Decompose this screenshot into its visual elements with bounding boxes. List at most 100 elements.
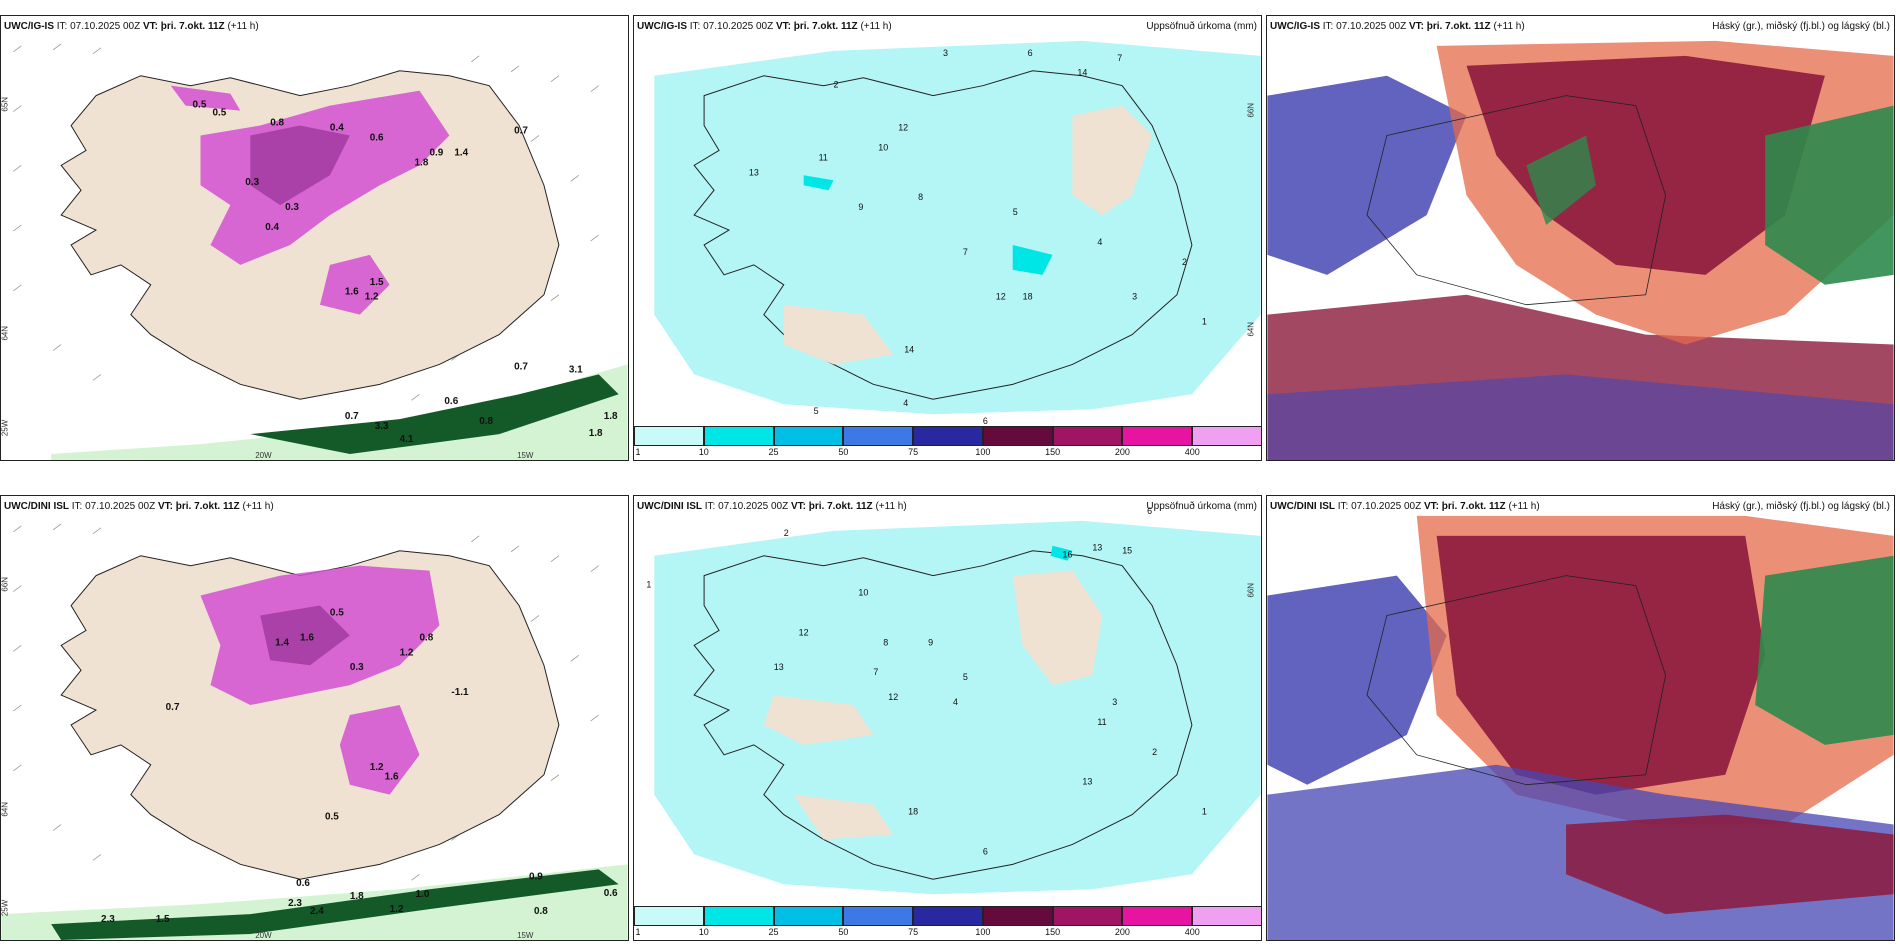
svg-text:11: 11 [819, 152, 828, 162]
colorbar-cell [982, 426, 1053, 446]
svg-text:6: 6 [983, 846, 988, 856]
panel-subtitle: Uppsöfnuð úrkoma (mm) [1146, 501, 1257, 512]
svg-text:0.6: 0.6 [444, 396, 458, 407]
svg-text:0.9: 0.9 [429, 147, 443, 158]
svg-text:0.3: 0.3 [245, 177, 259, 188]
svg-text:14: 14 [904, 344, 914, 354]
svg-text:66N: 66N [1, 577, 9, 592]
svg-text:6: 6 [1028, 48, 1033, 58]
svg-text:5: 5 [963, 672, 968, 682]
panel-precip-dini: UWC/DINI ISL IT: 07.10.2025 00Z VT: þri.… [633, 495, 1262, 941]
panel-clouds-dini: UWC/DINI ISL IT: 07.10.2025 00Z VT: þri.… [1266, 495, 1895, 941]
svg-text:5: 5 [814, 406, 819, 416]
panel-title: UWC/IG-IS IT: 07.10.2025 00Z VT: þri. 7.… [4, 21, 259, 32]
colorbar-tick: 75 [908, 927, 919, 937]
svg-text:1.4: 1.4 [454, 147, 468, 158]
svg-text:64N: 64N [1247, 322, 1256, 337]
colorbar-cell [1052, 906, 1123, 926]
panel-wind-dini: UWC/DINI ISL IT: 07.10.2025 00Z VT: þri.… [0, 495, 629, 941]
svg-text:14: 14 [1077, 68, 1087, 78]
svg-text:4: 4 [1097, 237, 1102, 247]
svg-text:1.8: 1.8 [415, 157, 429, 168]
panel-precip-igis: UWC/IG-IS IT: 07.10.2025 00Z VT: þri. 7.… [633, 15, 1262, 461]
cloud-map [1267, 16, 1894, 460]
colorbar-cell [982, 906, 1053, 926]
precip-colorbar: 1 10 25 50 75 100 150 200 400 [634, 426, 1261, 460]
svg-text:1.8: 1.8 [604, 411, 618, 422]
svg-text:7: 7 [1117, 53, 1122, 63]
colorbar-tick: 200 [1114, 927, 1130, 937]
svg-text:4.1: 4.1 [400, 434, 414, 445]
svg-text:2: 2 [834, 80, 839, 90]
svg-text:20W: 20W [255, 451, 272, 460]
colorbar-tick: 50 [838, 927, 849, 937]
svg-text:25W: 25W [1, 899, 9, 916]
svg-text:6: 6 [983, 416, 988, 426]
svg-text:1: 1 [646, 580, 651, 590]
svg-text:1.4: 1.4 [275, 637, 289, 648]
panel-title: UWC/IG-IS IT: 07.10.2025 00Z VT: þri. 7.… [1270, 21, 1525, 32]
colorbar-tick: 1 [635, 927, 641, 937]
colorbar-tick: 50 [838, 447, 849, 457]
colorbar-cell [773, 426, 844, 446]
svg-text:11: 11 [1097, 717, 1106, 727]
precip-map: 3 6 14 7 2 12 13 11 10 9 8 7 5 4 3 2 1 1… [654, 40, 1261, 426]
svg-text:-1.1: -1.1 [451, 687, 469, 698]
colorbar-tick: 400 [1184, 447, 1200, 457]
svg-text:18: 18 [1023, 292, 1033, 302]
svg-text:66N: 66N [1247, 103, 1256, 118]
wind-map: 0.7 1.4 1.6 0.5 0.3 1.2 0.8 -1.1 1.2 1.6… [1, 523, 628, 940]
svg-text:0.3: 0.3 [285, 202, 299, 213]
svg-text:9: 9 [928, 637, 933, 647]
svg-text:3.3: 3.3 [375, 421, 389, 432]
svg-text:0.7: 0.7 [345, 411, 359, 422]
svg-text:0.5: 0.5 [330, 607, 344, 618]
svg-text:15W: 15W [517, 931, 534, 940]
svg-text:1.5: 1.5 [156, 914, 170, 925]
svg-text:1.2: 1.2 [370, 762, 384, 773]
svg-text:7: 7 [963, 247, 968, 257]
colorbar-cell [634, 426, 704, 446]
colorbar-cell [843, 906, 914, 926]
colorbar-cell [843, 426, 914, 446]
svg-text:15: 15 [1122, 546, 1132, 556]
svg-text:0.8: 0.8 [534, 906, 548, 917]
panel-title: UWC/DINI ISL IT: 07.10.2025 00Z VT: þri.… [637, 501, 907, 512]
svg-text:1.6: 1.6 [300, 632, 314, 643]
iceland-land [60, 70, 560, 400]
colorbar-tick: 25 [768, 447, 779, 457]
svg-text:0.8: 0.8 [420, 632, 434, 643]
svg-text:12: 12 [799, 627, 809, 637]
svg-text:5: 5 [1013, 207, 1018, 217]
colorbar-cell [634, 906, 704, 926]
colorbar-tick: 25 [768, 927, 779, 937]
colorbar-tick: 200 [1114, 447, 1130, 457]
panel-clouds-igis: UWC/IG-IS IT: 07.10.2025 00Z VT: þri. 7.… [1266, 15, 1895, 461]
svg-text:0.6: 0.6 [604, 888, 618, 899]
colorbar-cell [1192, 906, 1261, 926]
panel-title: UWC/IG-IS IT: 07.10.2025 00Z VT: þri. 7.… [637, 21, 892, 32]
svg-text:12: 12 [996, 292, 1006, 302]
colorbar-tick: 10 [698, 447, 709, 457]
colorbar-tick: 150 [1045, 927, 1061, 937]
svg-text:0.8: 0.8 [270, 118, 284, 129]
svg-text:12: 12 [888, 692, 898, 702]
svg-text:0.7: 0.7 [166, 702, 180, 713]
colorbar-cell [1192, 426, 1261, 446]
svg-text:1.0: 1.0 [416, 889, 430, 900]
colorbar-cell [703, 906, 774, 926]
svg-text:0.7: 0.7 [514, 361, 528, 372]
svg-text:0.5: 0.5 [193, 100, 207, 111]
panel-subtitle: Uppsöfnuð úrkoma (mm) [1146, 21, 1257, 32]
colorbar-cell [703, 426, 774, 446]
svg-text:3: 3 [943, 48, 948, 58]
svg-text:7: 7 [873, 667, 878, 677]
colorbar-tick: 100 [975, 927, 991, 937]
svg-text:0.4: 0.4 [330, 122, 344, 133]
svg-text:18: 18 [908, 807, 918, 817]
svg-text:13: 13 [1082, 777, 1092, 787]
svg-text:0.4: 0.4 [265, 222, 279, 233]
svg-text:66N: 66N [1247, 583, 1256, 598]
svg-text:2.3: 2.3 [101, 914, 115, 925]
svg-text:2.3: 2.3 [288, 898, 302, 909]
